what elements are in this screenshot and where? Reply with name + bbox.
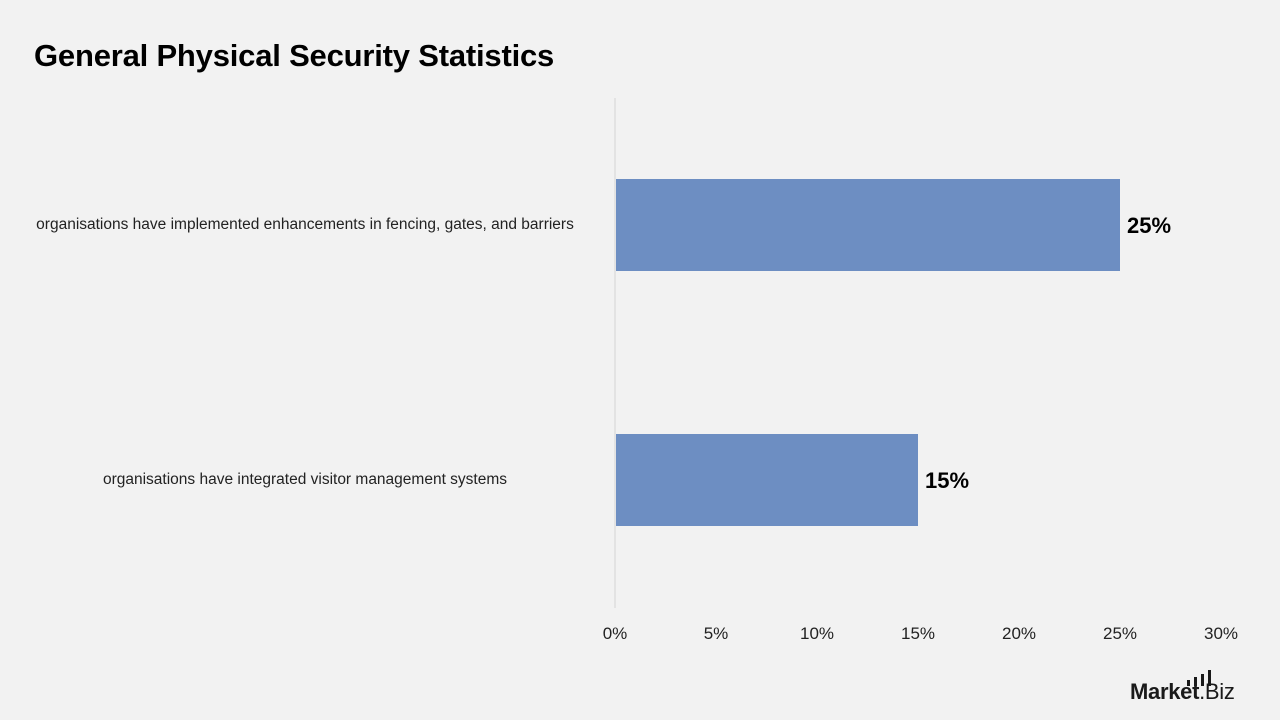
bar-chart-icon	[1187, 670, 1211, 686]
chart-title: General Physical Security Statistics	[34, 38, 555, 73]
category-label-1: organisations have integrated visitor ma…	[102, 471, 508, 488]
x-tick-label-5: 25%	[1103, 624, 1137, 643]
data-label-0: 25%	[1127, 213, 1171, 238]
x-tick-label-2: 10%	[800, 624, 834, 643]
data-label-1: 15%	[925, 468, 969, 493]
bar-1	[616, 434, 918, 526]
x-tick-label-1: 5%	[704, 624, 729, 643]
logo-text-regular: .Biz	[1199, 679, 1235, 704]
x-tick-label-3: 15%	[901, 624, 935, 643]
market-biz-logo: Market.Biz	[1130, 668, 1235, 704]
x-tick-label-0: 0%	[603, 624, 628, 643]
x-tick-label-6: 30%	[1204, 624, 1238, 643]
x-tick-label-4: 20%	[1002, 624, 1036, 643]
bar-0	[616, 179, 1120, 271]
category-label-0: organisations have implemented enhanceme…	[36, 216, 574, 233]
